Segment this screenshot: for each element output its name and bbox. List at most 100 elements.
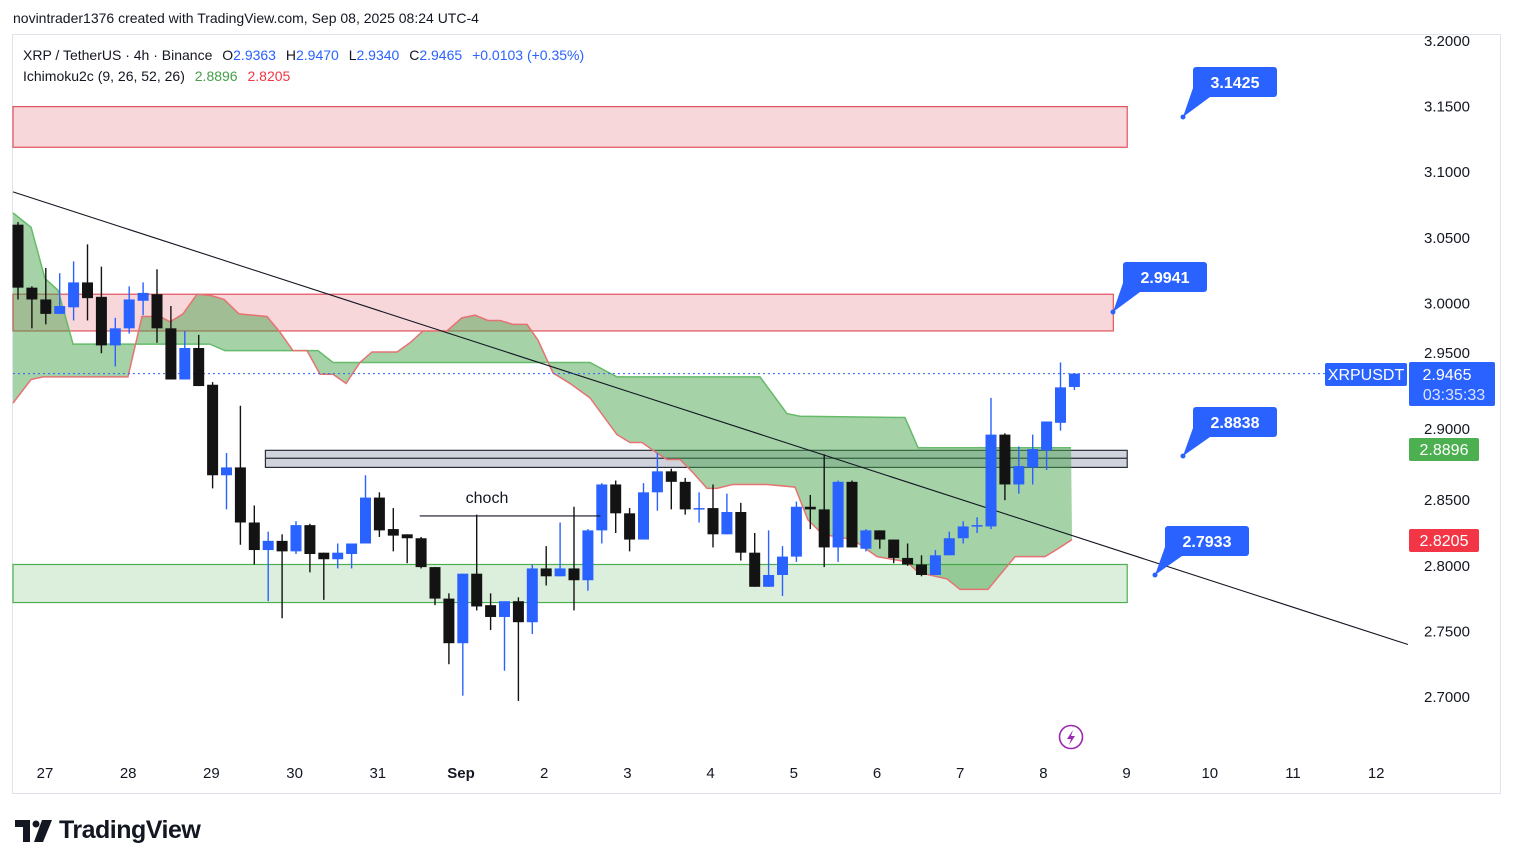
candle[interactable] — [485, 593, 497, 631]
candle[interactable] — [957, 521, 969, 544]
indicator-title[interactable]: Ichimoku2c (9, 26, 52, 26) — [23, 68, 185, 84]
candle[interactable] — [123, 286, 135, 334]
span-b-badge: 2.8205 — [1409, 529, 1479, 552]
candle[interactable] — [499, 601, 510, 671]
candle[interactable] — [610, 480, 622, 533]
candle-body — [471, 573, 483, 607]
candle[interactable] — [109, 317, 121, 367]
candle[interactable] — [137, 282, 149, 316]
candle[interactable] — [165, 306, 177, 380]
tradingview-logo-icon — [15, 819, 52, 842]
candle[interactable] — [832, 480, 844, 562]
candle[interactable] — [26, 286, 38, 329]
time-axis-label: 29 — [203, 765, 220, 782]
candle[interactable] — [68, 261, 80, 321]
candle[interactable] — [40, 267, 52, 325]
candle[interactable] — [804, 494, 816, 530]
candle[interactable] — [790, 501, 802, 562]
candle[interactable] — [151, 269, 163, 343]
candle[interactable] — [916, 555, 927, 577]
candle-body — [193, 348, 205, 387]
candle[interactable] — [985, 397, 997, 530]
tradingview-logo[interactable]: TradingView — [15, 816, 201, 845]
candle[interactable] — [874, 530, 886, 549]
price-axis-label: 2.8000 — [1424, 558, 1470, 575]
candle[interactable] — [651, 452, 663, 511]
candle[interactable] — [12, 222, 24, 300]
candle[interactable] — [54, 273, 66, 314]
candle-body — [123, 299, 135, 329]
candle[interactable] — [207, 382, 219, 489]
candle[interactable] — [735, 502, 747, 561]
candle[interactable] — [624, 508, 636, 552]
candle[interactable] — [568, 506, 580, 611]
candle[interactable] — [401, 534, 413, 564]
candle[interactable] — [902, 543, 914, 566]
price-callout-2-7933[interactable]: 2.7933 — [1152, 526, 1250, 578]
candle[interactable] — [1055, 362, 1066, 431]
candle[interactable] — [1027, 434, 1039, 485]
candle[interactable] — [679, 477, 691, 515]
candle[interactable] — [763, 530, 775, 587]
candle[interactable] — [638, 483, 649, 540]
last-price-value: 2.9465 — [1423, 367, 1472, 384]
candle[interactable] — [387, 508, 399, 552]
symbol-title[interactable]: XRP / TetherUS · 4h · Binance — [23, 47, 213, 63]
candle[interactable] — [665, 468, 677, 510]
supply-zone-upper[interactable] — [12, 105, 1128, 148]
candle[interactable] — [554, 522, 566, 577]
candle[interactable] — [276, 534, 288, 619]
candle[interactable] — [596, 483, 608, 544]
candle[interactable] — [749, 533, 761, 587]
candle[interactable] — [1013, 446, 1025, 494]
mid-zone[interactable] — [264, 449, 1128, 468]
candle[interactable] — [818, 454, 830, 568]
candle[interactable] — [179, 330, 191, 380]
candle[interactable] — [95, 266, 107, 354]
candle[interactable] — [193, 334, 205, 387]
candle[interactable] — [262, 531, 274, 602]
candle[interactable] — [457, 573, 469, 696]
candle[interactable] — [429, 567, 441, 606]
candle[interactable] — [318, 552, 330, 600]
candle[interactable] — [888, 539, 900, 564]
candle[interactable] — [471, 514, 483, 611]
candle[interactable] — [360, 475, 371, 544]
candle[interactable] — [929, 550, 941, 575]
candle[interactable] — [999, 433, 1011, 501]
candle[interactable] — [971, 517, 983, 533]
candle[interactable] — [707, 484, 719, 548]
candle[interactable] — [1068, 372, 1080, 390]
time-axis-label: 8 — [1039, 765, 1047, 782]
price-callout-2-9941[interactable]: 2.9941 — [1110, 262, 1208, 315]
candle[interactable] — [540, 546, 552, 586]
candle[interactable] — [846, 480, 858, 548]
price-callout-3-1425[interactable]: 3.1425 — [1180, 67, 1278, 120]
candle[interactable] — [721, 493, 733, 535]
candle[interactable] — [234, 405, 246, 545]
candle[interactable] — [415, 536, 427, 569]
candle[interactable] — [693, 492, 705, 523]
candle[interactable] — [1041, 421, 1053, 471]
candle[interactable] — [82, 244, 93, 321]
change-value: +0.0103 (+0.35%) — [472, 47, 585, 63]
candle[interactable] — [582, 529, 594, 591]
candle[interactable] — [221, 452, 232, 510]
candle[interactable] — [526, 564, 538, 635]
candle[interactable] — [777, 546, 788, 596]
candle[interactable] — [373, 492, 385, 537]
candle[interactable] — [860, 529, 872, 552]
candle[interactable] — [304, 523, 316, 573]
candle[interactable] — [332, 543, 344, 569]
price-callout-2-8838[interactable]: 2.8838 — [1180, 407, 1278, 459]
candle[interactable] — [346, 543, 358, 569]
candle[interactable] — [943, 531, 955, 556]
supply-zone-lower[interactable] — [12, 293, 1114, 332]
candle[interactable] — [443, 593, 455, 665]
candle[interactable] — [512, 597, 524, 701]
candle[interactable] — [248, 505, 260, 565]
trend-line[interactable] — [12, 191, 1409, 646]
candle[interactable] — [290, 521, 302, 554]
lightning-icon[interactable] — [1058, 724, 1084, 750]
